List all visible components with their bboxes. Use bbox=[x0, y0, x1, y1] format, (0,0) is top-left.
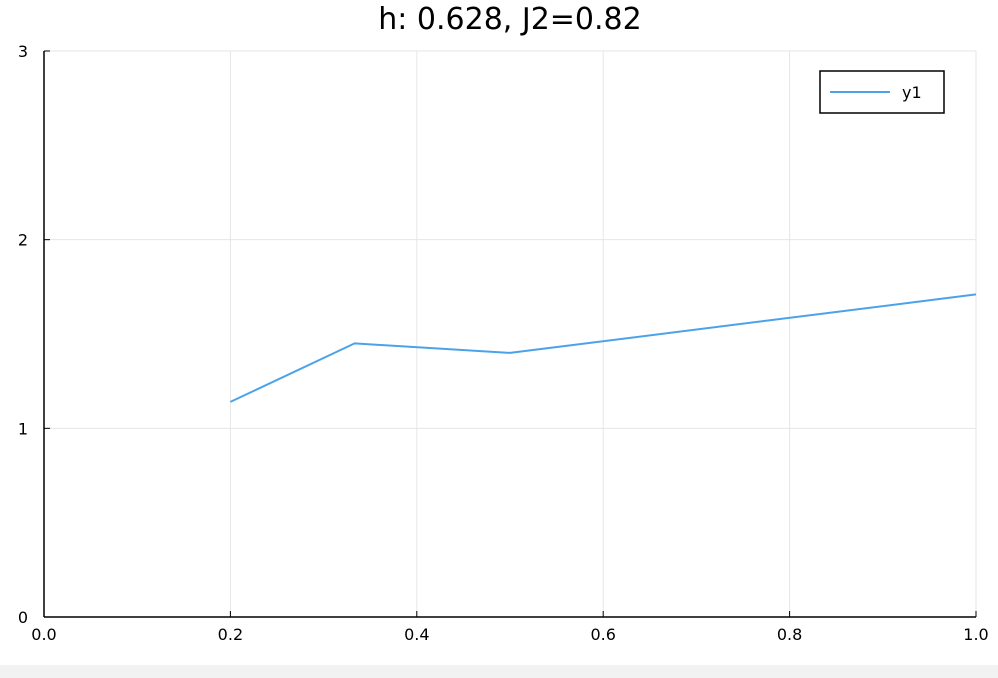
tick-labels: 0.0 0.2 0.4 0.6 0.8 1.0 0 1 2 3 bbox=[18, 42, 989, 644]
x-tick-label: 0.4 bbox=[404, 625, 429, 644]
y-tick-label: 1 bbox=[18, 419, 28, 438]
chart-title: h: 0.628, J2=0.82 bbox=[378, 2, 641, 37]
axes bbox=[43, 50, 977, 618]
y-tick-label: 2 bbox=[18, 231, 28, 250]
x-tick-label: 0.6 bbox=[590, 625, 615, 644]
series-layer bbox=[229, 293, 977, 403]
x-tick-label: 1.0 bbox=[963, 625, 988, 644]
series-line-y1 bbox=[229, 293, 977, 403]
legend: y1 bbox=[819, 70, 945, 114]
x-tick-label: 0.8 bbox=[777, 625, 802, 644]
x-tick-label: 0.2 bbox=[218, 625, 243, 644]
y-tick-label: 3 bbox=[18, 42, 28, 61]
grid bbox=[44, 50, 977, 617]
y-tick-label: 0 bbox=[18, 608, 28, 627]
x-tick-label: 0.0 bbox=[31, 625, 56, 644]
legend-label-y1: y1 bbox=[902, 83, 922, 102]
